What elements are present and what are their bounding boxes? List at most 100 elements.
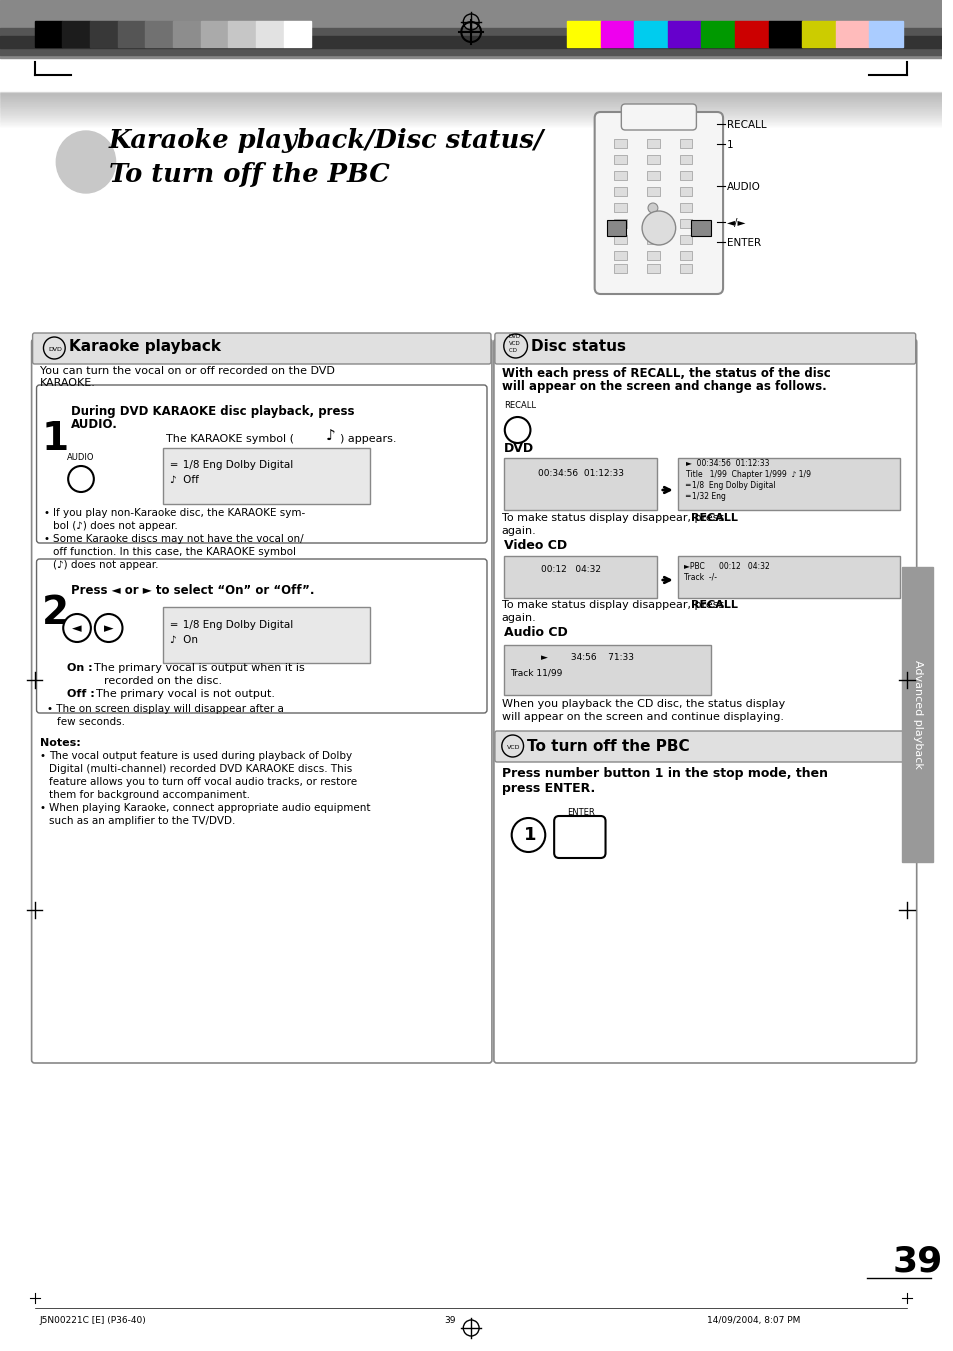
Circle shape bbox=[68, 466, 93, 492]
Text: RECALL: RECALL bbox=[691, 513, 738, 523]
Text: Press number button 1 in the stop mode, then: Press number button 1 in the stop mode, … bbox=[501, 767, 827, 780]
Text: To make status display disappear, press: To make status display disappear, press bbox=[501, 600, 727, 611]
Text: Video CD: Video CD bbox=[503, 539, 566, 553]
Bar bbox=[163, 449, 370, 504]
Circle shape bbox=[504, 417, 530, 443]
Bar bbox=[679, 251, 692, 259]
Bar bbox=[679, 263, 692, 273]
Text: Digital (multi-channel) recorded DVD KARAOKE discs. This: Digital (multi-channel) recorded DVD KAR… bbox=[50, 765, 353, 774]
Text: Track  -/-: Track -/- bbox=[683, 573, 716, 582]
Text: ►  00:34:56  01:12:33: ► 00:34:56 01:12:33 bbox=[685, 459, 768, 467]
Bar bbox=[679, 235, 692, 245]
FancyBboxPatch shape bbox=[620, 104, 696, 130]
Text: •: • bbox=[44, 508, 50, 517]
Text: few seconds.: few seconds. bbox=[57, 717, 125, 727]
Text: AUDIO.: AUDIO. bbox=[71, 417, 118, 431]
Text: Some Karaoke discs may not have the vocal on/: Some Karaoke discs may not have the voca… bbox=[53, 534, 304, 544]
Bar bbox=[566, 22, 600, 47]
Text: During DVD KARAOKE disc playback, press: During DVD KARAOKE disc playback, press bbox=[71, 405, 355, 417]
Bar bbox=[255, 22, 283, 47]
Bar bbox=[200, 22, 228, 47]
Bar bbox=[0, 28, 942, 55]
Bar bbox=[117, 22, 145, 47]
Text: RECALL: RECALL bbox=[503, 401, 536, 409]
Text: •: • bbox=[39, 802, 46, 813]
Text: such as an amplifier to the TV/DVD.: such as an amplifier to the TV/DVD. bbox=[50, 816, 235, 825]
Bar bbox=[503, 557, 657, 598]
Bar bbox=[0, 0, 942, 58]
Text: 1: 1 bbox=[726, 141, 733, 150]
Text: ═  1/8 Eng Dolby Digital: ═ 1/8 Eng Dolby Digital bbox=[170, 459, 293, 470]
Text: RECALL: RECALL bbox=[691, 600, 738, 611]
Text: With each press of RECALL, the status of the disc: With each press of RECALL, the status of… bbox=[501, 367, 830, 380]
Text: ═  1/8 Eng Dolby Digital: ═ 1/8 Eng Dolby Digital bbox=[170, 620, 293, 630]
Bar bbox=[646, 251, 659, 259]
Text: bol (♪) does not appear.: bol (♪) does not appear. bbox=[53, 521, 178, 531]
FancyBboxPatch shape bbox=[594, 112, 722, 295]
Text: RECALL: RECALL bbox=[726, 120, 766, 130]
Text: 2: 2 bbox=[41, 594, 69, 632]
Ellipse shape bbox=[56, 131, 115, 193]
Bar bbox=[835, 22, 868, 47]
Text: ◄/►: ◄/► bbox=[726, 218, 746, 228]
Bar bbox=[646, 235, 659, 245]
Text: Karaoke playback/Disc status/: Karaoke playback/Disc status/ bbox=[109, 128, 543, 153]
Text: will appear on the screen and continue displaying.: will appear on the screen and continue d… bbox=[501, 712, 783, 721]
Text: off function. In this case, the KARAOKE symbol: off function. In this case, the KARAOKE … bbox=[53, 547, 296, 557]
Text: When you playback the CD disc, the status display: When you playback the CD disc, the statu… bbox=[501, 698, 784, 709]
Bar bbox=[646, 263, 659, 273]
Text: 39: 39 bbox=[444, 1316, 456, 1325]
Text: AUDIO: AUDIO bbox=[67, 453, 94, 462]
Bar bbox=[679, 186, 692, 196]
Text: Track 11/99: Track 11/99 bbox=[509, 669, 561, 678]
Circle shape bbox=[94, 613, 122, 642]
Text: To turn off the PBC: To turn off the PBC bbox=[527, 739, 689, 754]
Text: On :: On : bbox=[67, 663, 92, 673]
Circle shape bbox=[44, 336, 65, 359]
Text: 14/09/2004, 8:07 PM: 14/09/2004, 8:07 PM bbox=[706, 1316, 800, 1325]
Circle shape bbox=[511, 817, 545, 852]
Text: You can turn the vocal on or off recorded on the DVD: You can turn the vocal on or off recorde… bbox=[39, 366, 335, 376]
Bar bbox=[90, 22, 117, 47]
Text: Title   1/99  Chapter 1/999  ♪ 1/9: Title 1/99 Chapter 1/999 ♪ 1/9 bbox=[685, 470, 810, 480]
Bar bbox=[228, 22, 255, 47]
Bar bbox=[0, 36, 942, 49]
Bar bbox=[700, 22, 734, 47]
Bar bbox=[679, 203, 692, 212]
Text: will appear on the screen and change as follows.: will appear on the screen and change as … bbox=[501, 380, 825, 393]
Text: 1: 1 bbox=[523, 825, 536, 844]
Bar bbox=[163, 607, 370, 663]
Text: 39: 39 bbox=[892, 1246, 943, 1279]
FancyBboxPatch shape bbox=[494, 339, 916, 1063]
Bar bbox=[62, 22, 90, 47]
Text: AUDIO: AUDIO bbox=[726, 182, 760, 192]
Bar bbox=[646, 186, 659, 196]
Bar bbox=[600, 22, 634, 47]
Circle shape bbox=[63, 613, 91, 642]
Text: ═ 1/32 Eng: ═ 1/32 Eng bbox=[685, 492, 725, 501]
Text: ENTER: ENTER bbox=[566, 808, 594, 817]
Text: ►        34:56    71:33: ► 34:56 71:33 bbox=[540, 653, 634, 662]
Text: ◄: ◄ bbox=[72, 621, 82, 635]
Bar bbox=[677, 458, 899, 509]
Text: The primary vocal is output when it is: The primary vocal is output when it is bbox=[93, 663, 304, 673]
Text: ♪: ♪ bbox=[326, 430, 335, 444]
Text: •: • bbox=[44, 534, 50, 544]
Text: ENTER: ENTER bbox=[726, 238, 760, 249]
Text: DVD: DVD bbox=[503, 442, 534, 455]
Text: again.: again. bbox=[501, 613, 536, 623]
Text: DVD: DVD bbox=[49, 347, 62, 353]
Bar bbox=[768, 22, 801, 47]
Bar bbox=[614, 186, 627, 196]
Text: them for background accompaniment.: them for background accompaniment. bbox=[50, 790, 250, 800]
Text: CD: CD bbox=[508, 349, 517, 353]
Bar bbox=[679, 219, 692, 228]
Bar bbox=[901, 567, 932, 862]
Text: To make status display disappear, press: To make status display disappear, press bbox=[501, 513, 727, 523]
Bar bbox=[679, 139, 692, 149]
Text: The KARAOKE symbol (: The KARAOKE symbol ( bbox=[166, 434, 294, 444]
Text: Press ◄ or ► to select “On” or “Off”.: Press ◄ or ► to select “On” or “Off”. bbox=[71, 584, 314, 597]
FancyBboxPatch shape bbox=[495, 731, 915, 762]
Circle shape bbox=[503, 334, 527, 358]
Bar bbox=[614, 155, 627, 163]
